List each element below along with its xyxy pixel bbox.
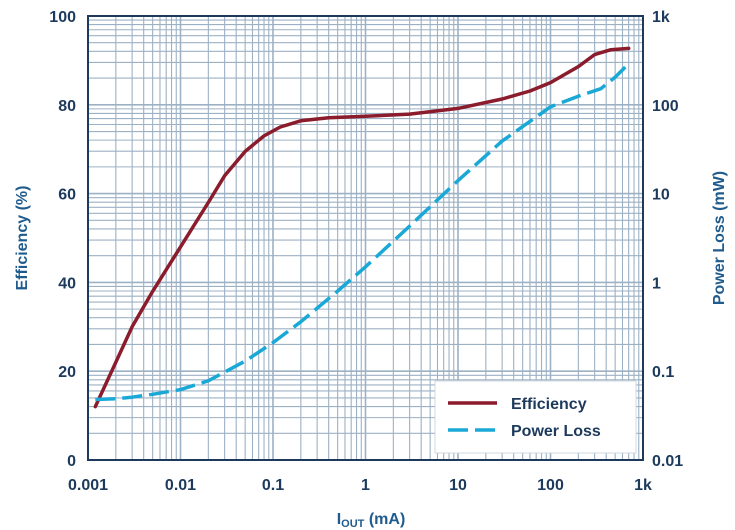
y-left-tick-label: 80 xyxy=(58,98,76,115)
x-axis-title-subscript: OUT xyxy=(341,518,365,530)
y-left-tick-label: 60 xyxy=(58,187,76,204)
y-right-tick-label: 1 xyxy=(652,275,661,292)
series-line-efficiency xyxy=(93,46,631,409)
y-axis-right-title: Power Loss (mW) xyxy=(711,171,728,305)
x-tick-label: 0.1 xyxy=(262,477,284,494)
y-axis-left-title: Efficiency (%) xyxy=(14,186,31,291)
y-right-tick-label: 0.1 xyxy=(652,364,674,381)
x-axis-title: IOUT (mA) xyxy=(337,511,406,530)
legend: Efficiency Power Loss xyxy=(434,380,637,454)
legend-box xyxy=(434,380,637,454)
y-right-tick-label: 1k xyxy=(652,9,670,26)
x-tick-label: 0.001 xyxy=(68,477,108,494)
y-left-tick-label: 0 xyxy=(67,453,76,470)
legend-label-power-loss: Power Loss xyxy=(511,423,601,440)
y-left-tick-label: 40 xyxy=(58,275,76,292)
y-right-tick-label: 0.01 xyxy=(652,453,683,470)
y-right-tick-label: 100 xyxy=(652,98,679,115)
x-tick-label: 10 xyxy=(449,477,467,494)
x-tick-label: 100 xyxy=(537,477,564,494)
plot-frame xyxy=(87,15,644,461)
x-tick-label: 1 xyxy=(361,477,370,494)
x-tick-label: 1k xyxy=(634,477,652,494)
series-group xyxy=(93,46,631,409)
x-axis-title-main: I xyxy=(337,511,341,528)
x-tick-label: 0.01 xyxy=(165,477,196,494)
y-left-tick-label: 100 xyxy=(49,9,76,26)
y-right-tick-label: 10 xyxy=(652,187,670,204)
legend-label-efficiency: Efficiency xyxy=(511,396,587,413)
x-axis-title-unit: (mA) xyxy=(364,511,405,528)
y-left-tick-label: 20 xyxy=(58,364,76,381)
series-line-power-loss xyxy=(95,62,630,402)
tick-labels: 0.001 0.01 0.1 1 10 100 1k 0 20 40 60 80 100 0.01 0.1 1… xyxy=(49,9,683,494)
